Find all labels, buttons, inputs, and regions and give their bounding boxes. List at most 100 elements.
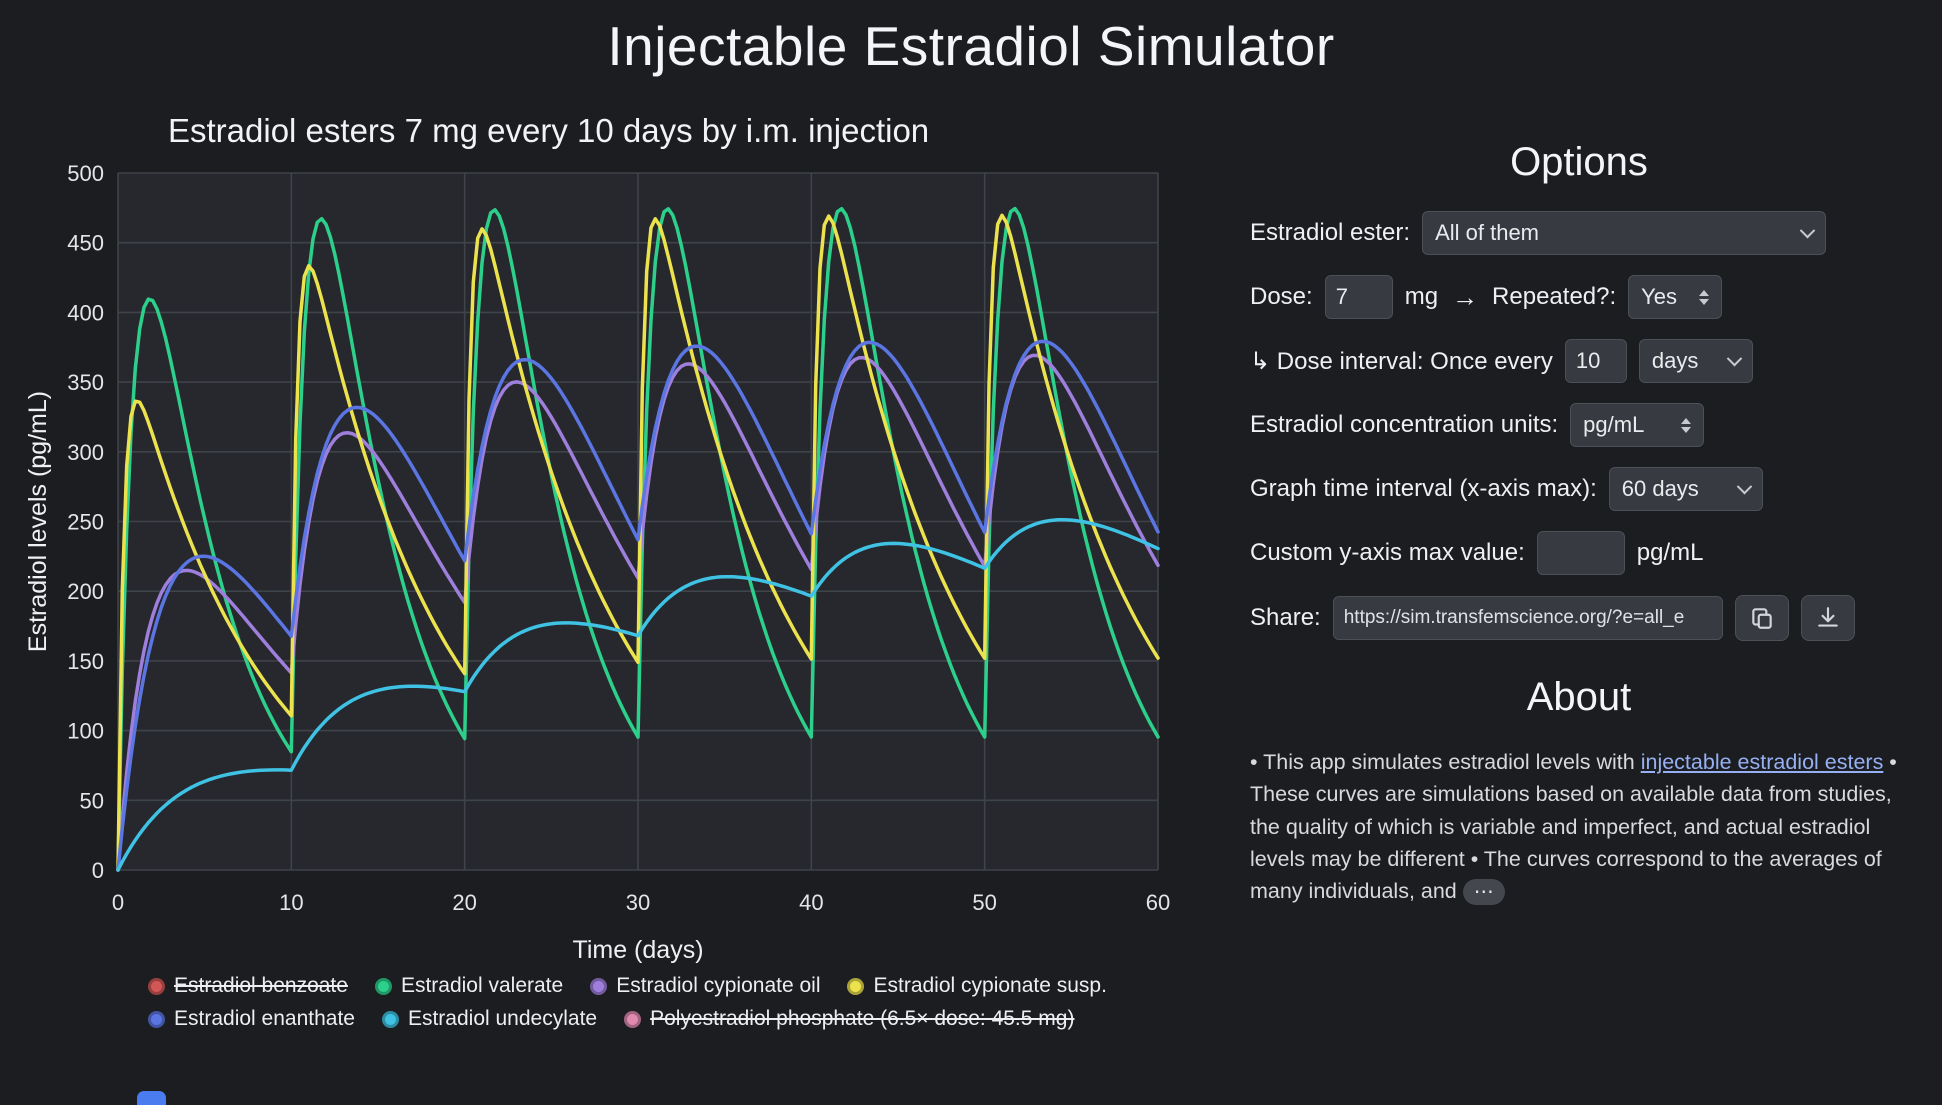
dose-unit-label: mg	[1404, 283, 1439, 310]
legend-label: Estradiol cypionate oil	[616, 974, 821, 997]
legend-label: Estradiol cypionate susp.	[873, 974, 1107, 997]
ymax-label: Custom y-axis max value:	[1250, 539, 1525, 566]
estradiol-levels-chart[interactable]: 0 10 20 30 40 50 60 0 50 100 150 200 250 300 350 400 450…	[18, 158, 1183, 970]
time-interval-row: Graph time interval (x-axis max): 60 day…	[1250, 467, 1908, 511]
concentration-units-value: pg/mL	[1583, 412, 1645, 437]
ester-row: Estradiol ester: All of them	[1250, 211, 1908, 255]
y-tick-label: 200	[67, 579, 104, 604]
concentration-units-select[interactable]: pg/mL	[1570, 403, 1705, 447]
x-tick-label: 20	[452, 890, 476, 915]
about-heading: About	[1526, 675, 1632, 719]
up-down-arrows-icon	[1681, 417, 1692, 433]
ymax-input[interactable]	[1536, 531, 1625, 575]
chevron-down-icon	[1726, 350, 1743, 366]
about-text: • This app simulates estradiol levels wi…	[1250, 746, 1908, 907]
x-tick-label: 10	[279, 890, 303, 915]
dose-label: Dose:	[1250, 283, 1313, 310]
legend-color-dot	[847, 977, 865, 995]
main-layout: Estradiol esters 7 mg every 10 days by i…	[0, 102, 1942, 1031]
legend-color-dot	[590, 977, 608, 995]
download-icon	[1817, 607, 1838, 627]
legend-item[interactable]: Estradiol benzoate	[148, 974, 348, 998]
dose-input[interactable]	[1324, 275, 1393, 319]
chevron-down-icon	[1799, 222, 1816, 238]
x-tick-label: 40	[799, 890, 823, 915]
injectable-esters-link[interactable]: injectable estradiol esters	[1640, 750, 1884, 774]
estradiol-ester-value: All of them	[1435, 220, 1540, 245]
legend-item[interactable]: Estradiol enanthate	[148, 1007, 355, 1031]
estradiol-ester-select[interactable]: All of them	[1422, 211, 1827, 255]
dose-interval-label: ↳ Dose interval: Once every	[1250, 347, 1553, 375]
x-tick-label: 0	[112, 890, 124, 915]
legend-label: Estradiol benzoate	[174, 974, 348, 997]
legend-label: Estradiol undecylate	[407, 1007, 598, 1030]
x-axis-label: Time (days)	[572, 936, 703, 964]
dose-interval-unit-value: days	[1651, 348, 1699, 373]
up-down-arrows-icon	[1699, 289, 1710, 305]
series-line-estradiol-undecylate	[116, 517, 1160, 872]
legend-item[interactable]: Estradiol cypionate susp.	[847, 974, 1107, 998]
legend-item[interactable]: Estradiol undecylate	[381, 1007, 598, 1031]
series-line-estradiol-valerate	[116, 206, 1160, 872]
copy-link-button[interactable]	[1734, 595, 1789, 641]
repeated-label: Repeated?:	[1492, 283, 1617, 310]
y-tick-label: 450	[67, 231, 104, 256]
repeated-value: Yes	[1641, 284, 1678, 309]
legend-color-dot	[148, 1010, 165, 1028]
time-interval-select[interactable]: 60 days	[1608, 467, 1763, 511]
y-tick-label: 250	[67, 510, 104, 535]
series-line-estradiol-cypionate-susp-	[116, 213, 1160, 872]
legend-item[interactable]: Polyestradiol phosphate (6.5× dose: 45.5…	[624, 1007, 1074, 1031]
chevron-down-icon	[1736, 478, 1753, 494]
legend-color-dot	[374, 977, 392, 995]
y-tick-label: 100	[67, 719, 104, 744]
legend-item[interactable]: Estradiol cypionate oil	[590, 974, 820, 998]
legend-item[interactable]: Estradiol valerate	[374, 974, 564, 998]
legend-label: Estradiol enanthate	[174, 1007, 355, 1030]
dose-interval-input[interactable]	[1564, 339, 1627, 383]
legend-row: Estradiol benzoate Estradiol valerate Estr…	[148, 974, 1208, 998]
chart-panel: Estradiol esters 7 mg every 10 days by i…	[18, 102, 1208, 1031]
x-tick-label: 50	[972, 890, 996, 915]
page-title: Injectable Estradiol Simulator	[607, 15, 1335, 77]
y-tick-label: 500	[67, 161, 104, 186]
dose-interval-row: ↳ Dose interval: Once every days	[1250, 339, 1908, 383]
download-image-button[interactable]	[1800, 595, 1855, 641]
units-row: Estradiol concentration units: pg/mL	[1250, 403, 1908, 447]
copy-icon	[1751, 608, 1772, 629]
dose-interval-unit-select[interactable]: days	[1638, 339, 1753, 383]
about-part2: • These curves are simulations based on …	[1250, 750, 1897, 903]
legend-row: Estradiol enanthate Estradiol undecylate P…	[148, 1007, 1208, 1031]
x-tick-label: 30	[626, 890, 650, 915]
share-label: Share:	[1250, 604, 1321, 631]
about-part1: • This app simulates estradiol levels wi…	[1250, 750, 1641, 774]
options-heading: Options	[1510, 140, 1648, 184]
y-tick-label: 0	[92, 858, 104, 883]
y-tick-label: 300	[67, 440, 104, 465]
y-tick-label: 50	[80, 788, 104, 813]
right-arrow-icon: →	[1452, 281, 1479, 312]
options-panel: Options Estradiol ester: All of them Dos…	[1208, 102, 1908, 1031]
time-interval-label: Graph time interval (x-axis max):	[1250, 475, 1597, 502]
ymax-row: Custom y-axis max value: pg/mL	[1250, 531, 1908, 575]
repeated-select[interactable]: Yes	[1628, 275, 1723, 319]
ymax-unit-label: pg/mL	[1636, 539, 1704, 566]
share-url-input[interactable]	[1332, 596, 1723, 640]
legend-color-dot	[381, 1010, 399, 1028]
x-tick-label: 60	[1146, 890, 1170, 915]
ester-label: Estradiol ester:	[1250, 219, 1411, 246]
time-interval-value: 60 days	[1621, 476, 1699, 501]
legend-label: Polyestradiol phosphate (6.5× dose: 45.5…	[650, 1007, 1075, 1030]
expand-more-button[interactable]: ⋯	[1462, 879, 1505, 906]
chart-legend: Estradiol benzoate Estradiol valerate Estr…	[148, 974, 1208, 1031]
y-tick-label: 150	[67, 649, 104, 674]
legend-color-dot	[624, 1010, 642, 1028]
units-label: Estradiol concentration units:	[1250, 411, 1559, 438]
dose-row: Dose: mg → Repeated?: Yes	[1250, 275, 1908, 319]
y-tick-label: 400	[67, 300, 104, 325]
chart-title: Estradiol esters 7 mg every 10 days by i…	[168, 112, 930, 149]
y-tick-label: 350	[67, 370, 104, 395]
series-line-estradiol-enanthate	[116, 339, 1160, 872]
partial-bottom-widget[interactable]	[137, 1091, 166, 1105]
legend-label: Estradiol valerate	[400, 974, 564, 997]
